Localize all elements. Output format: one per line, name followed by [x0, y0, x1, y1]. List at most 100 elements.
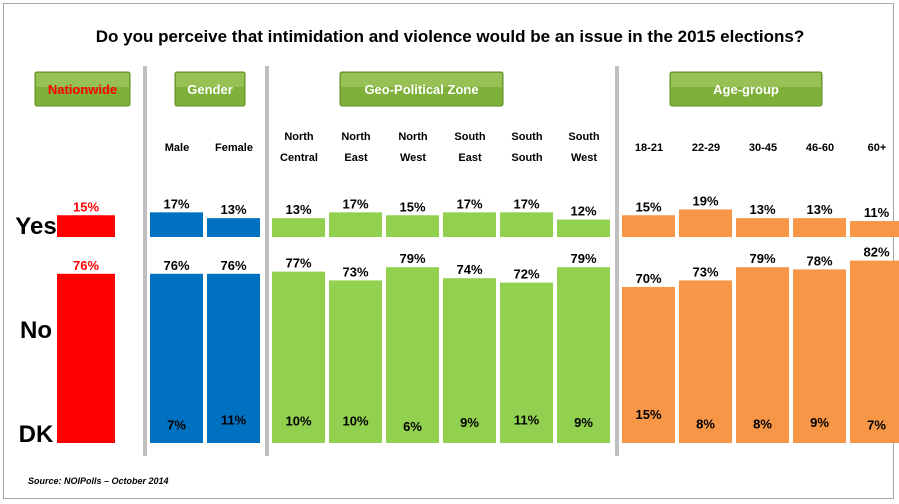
column-label-22-29: 22-29: [692, 142, 720, 154]
bar-dk-60: [850, 433, 899, 443]
bar-dk-north-west: [386, 435, 439, 443]
value-label-yes-male: 17%: [163, 196, 189, 211]
value-label-no-30-45: 79%: [749, 251, 775, 266]
bar-yes-north-east: [329, 212, 382, 237]
chart-title: Do you perceive that intimidation and vi…: [96, 27, 805, 46]
bar-yes-south-south: [500, 212, 553, 237]
value-label-yes-60: 11%: [864, 205, 890, 220]
bar-dk-female: [207, 428, 260, 443]
group-separator-2: [265, 66, 269, 456]
bar-dk-south-west: [557, 431, 610, 443]
chart-source: Source: NOIPolls – October 2014: [28, 476, 169, 486]
bar-no-22-29: [679, 280, 732, 441]
value-label-yes-nationwide: 15%: [73, 199, 99, 214]
bar-dk-south-east: [443, 431, 496, 443]
value-label-dk-46-60: 9%: [810, 415, 829, 430]
column-label-north-east-line2: East: [344, 152, 368, 164]
value-label-yes-south-east: 17%: [456, 196, 482, 211]
value-label-no-male: 76%: [163, 258, 189, 273]
header-geo-political-zone-label: Geo-Political Zone: [364, 82, 478, 97]
value-label-dk-south-east: 9%: [460, 415, 479, 430]
value-label-dk-north-west: 6%: [403, 419, 422, 434]
bar-no-north-west: [386, 267, 439, 441]
bar-dk-north-central: [272, 429, 325, 443]
value-label-dk-south-west: 9%: [574, 415, 593, 430]
bar-yes-22-29: [679, 209, 732, 237]
bar-no-female: [207, 273, 260, 441]
bar-no-46-60: [793, 269, 846, 441]
value-label-yes-46-60: 13%: [806, 202, 832, 217]
value-label-dk-30-45: 8%: [753, 416, 772, 431]
column-label-south-south-line2: South: [511, 152, 542, 164]
column-label-north-west-line1: North: [398, 131, 428, 143]
column-label-60: 60+: [868, 142, 887, 154]
column-label-south-west-line1: South: [568, 131, 599, 143]
value-label-yes-22-29: 19%: [692, 193, 718, 208]
column-label-north-west-line2: West: [400, 152, 426, 164]
bar-yes-male: [150, 212, 203, 237]
value-label-yes-south-south: 17%: [513, 196, 539, 211]
value-label-dk-22-29: 8%: [696, 416, 715, 431]
header-age-group-label: Age-group: [713, 82, 779, 97]
group-separator-3: [615, 66, 619, 456]
bar-yes-46-60: [793, 218, 846, 237]
chart-frame: [3, 3, 894, 499]
value-label-no-60: 82%: [863, 245, 889, 260]
header-age-group-shine: [671, 73, 821, 87]
bar-dk-46-60: [793, 431, 846, 443]
bar-no-60: [850, 260, 899, 441]
bar-no-nationwide: [57, 273, 115, 441]
value-label-yes-30-45: 13%: [749, 202, 775, 217]
column-label-south-south-line1: South: [511, 131, 542, 143]
header-geo-political-zone-shine: [341, 73, 502, 87]
bar-dk-30-45: [736, 432, 789, 443]
value-label-dk-18-21: 15%: [635, 407, 661, 422]
value-label-dk-60: 7%: [867, 418, 886, 433]
header-gender-label: Gender: [187, 82, 233, 97]
value-label-no-18-21: 70%: [635, 271, 661, 286]
value-label-dk-south-south: 11%: [514, 412, 540, 427]
value-label-dk-male: 7%: [167, 418, 186, 433]
value-label-dk-north-central: 10%: [285, 414, 311, 429]
bar-no-18-21: [622, 287, 675, 441]
bar-yes-female: [207, 218, 260, 237]
value-label-no-female: 76%: [220, 258, 246, 273]
value-label-dk-north-east: 10%: [342, 414, 368, 429]
bar-no-south-east: [443, 278, 496, 441]
bar-dk-north-east: [329, 429, 382, 443]
column-label-south-west-line2: West: [571, 152, 597, 164]
bar-no-north-central: [272, 271, 325, 441]
value-label-yes-south-west: 12%: [570, 204, 596, 219]
bar-yes-nationwide: [57, 215, 115, 237]
value-label-yes-north-west: 15%: [399, 199, 425, 214]
value-label-no-south-west: 79%: [570, 251, 596, 266]
header-nationwide-label: Nationwide: [48, 82, 117, 97]
bar-dk-22-29: [679, 432, 732, 443]
column-label-female: Female: [215, 142, 253, 154]
value-label-yes-north-central: 13%: [285, 202, 311, 217]
group-separator-1: [143, 66, 147, 456]
bar-no-30-45: [736, 267, 789, 441]
bar-dk-male: [150, 433, 203, 443]
bar-no-south-south: [500, 282, 553, 441]
bar-yes-60: [850, 221, 899, 237]
column-label-male: Male: [165, 142, 189, 154]
bar-yes-north-west: [386, 215, 439, 237]
value-label-dk-female: 11%: [221, 412, 247, 427]
bar-no-north-east: [329, 280, 382, 441]
row-label-yes: Yes: [15, 213, 56, 240]
column-label-18-21: 18-21: [635, 142, 663, 154]
value-label-no-nationwide: 76%: [73, 258, 99, 273]
bar-dk-nationwide: [57, 431, 115, 443]
bar-yes-south-east: [443, 212, 496, 237]
value-label-no-north-west: 79%: [399, 251, 425, 266]
bar-yes-north-central: [272, 218, 325, 237]
column-label-north-east-line1: North: [341, 131, 371, 143]
value-label-no-south-east: 74%: [456, 262, 482, 277]
value-label-yes-18-21: 15%: [635, 199, 661, 214]
value-label-dk-nationwide: 9%: [77, 415, 96, 430]
column-label-30-45: 30-45: [749, 142, 777, 154]
bar-yes-30-45: [736, 218, 789, 237]
bar-yes-south-west: [557, 219, 610, 237]
